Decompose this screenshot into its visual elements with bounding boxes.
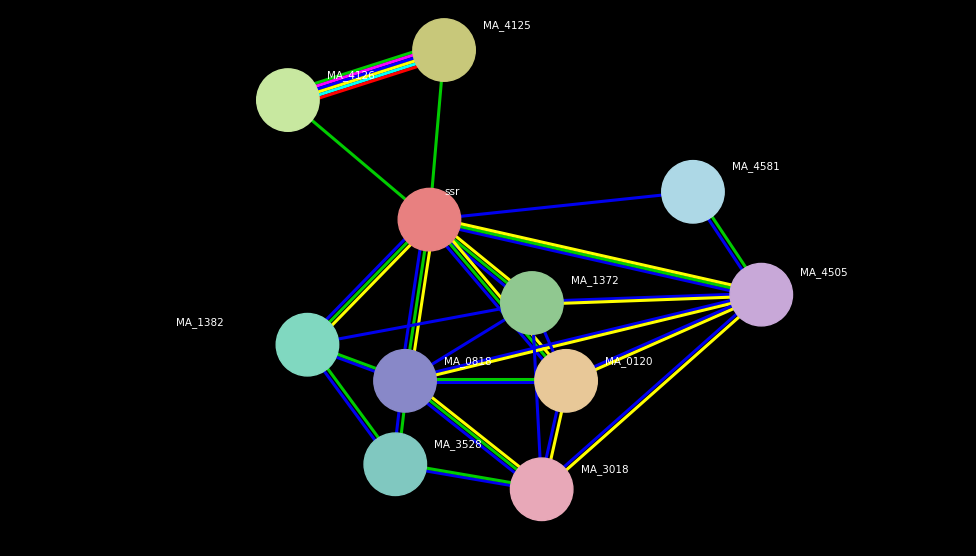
Ellipse shape	[374, 350, 436, 412]
Ellipse shape	[535, 350, 597, 412]
Ellipse shape	[398, 188, 461, 251]
Ellipse shape	[413, 19, 475, 81]
Ellipse shape	[662, 161, 724, 223]
Ellipse shape	[510, 458, 573, 520]
Text: MA_4581: MA_4581	[732, 161, 780, 172]
Text: MA_3018: MA_3018	[581, 464, 629, 475]
Text: MA_4125: MA_4125	[483, 19, 531, 31]
Text: MA_4126: MA_4126	[327, 70, 375, 81]
Ellipse shape	[730, 264, 793, 326]
Text: MA_4505: MA_4505	[800, 267, 848, 278]
Text: MA_0120: MA_0120	[605, 356, 653, 367]
Ellipse shape	[276, 314, 339, 376]
Text: MA_1382: MA_1382	[176, 317, 224, 328]
Text: MA_1372: MA_1372	[571, 275, 619, 286]
Ellipse shape	[501, 272, 563, 334]
Text: ssr: ssr	[444, 187, 460, 197]
Text: MA_0818: MA_0818	[444, 356, 492, 367]
Ellipse shape	[364, 433, 427, 495]
Ellipse shape	[257, 69, 319, 131]
Text: MA_3528: MA_3528	[434, 439, 482, 450]
